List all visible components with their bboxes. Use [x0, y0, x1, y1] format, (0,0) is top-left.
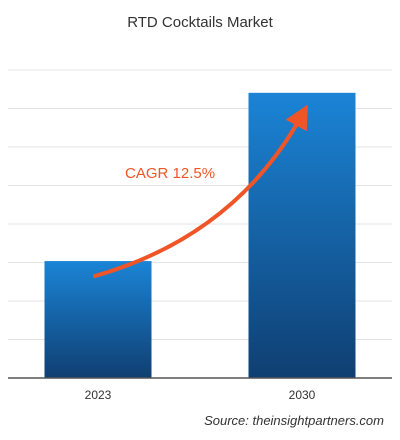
bar-2030	[248, 92, 356, 378]
x-tick-label-2023: 2023	[85, 388, 112, 402]
chart-title: RTD Cocktails Market	[127, 14, 273, 31]
cagr-label: CAGR 12.5%	[125, 165, 215, 182]
cagr-arrow	[93, 104, 308, 278]
x-tick-label-2030: 2030	[289, 388, 316, 402]
source-credit: Source: theinsightpartners.com	[204, 413, 384, 428]
x-tick-labels: 2023 2030	[85, 388, 316, 402]
bars	[44, 92, 356, 378]
bar-2023	[44, 261, 152, 378]
